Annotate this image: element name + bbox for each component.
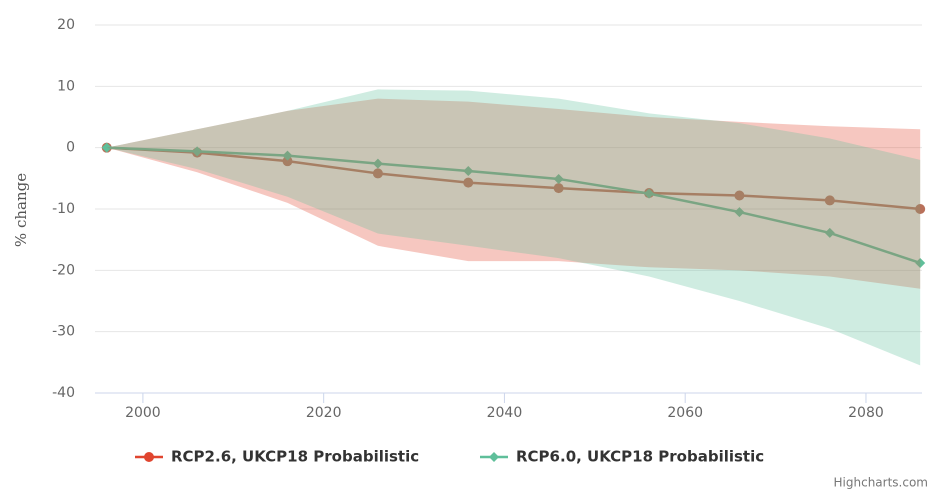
- point: [553, 183, 564, 194]
- point: [101, 142, 112, 153]
- y-tick-label: 20: [57, 17, 75, 33]
- point: [824, 227, 835, 238]
- x-tick-label: 2080: [848, 405, 884, 421]
- point: [282, 150, 293, 161]
- y-tick-label: -30: [52, 324, 75, 340]
- point: [915, 257, 926, 268]
- line: [106, 146, 921, 265]
- credit[interactable]: Highcharts.com: [834, 476, 928, 490]
- y-tick-label: -20: [52, 262, 75, 278]
- x-tick-label: 2060: [667, 405, 703, 421]
- line: [106, 146, 921, 211]
- point: [463, 165, 474, 176]
- point: [282, 156, 293, 167]
- point: [372, 168, 383, 179]
- y-tick-label: -40: [52, 385, 75, 401]
- y-tick-label: 0: [66, 140, 75, 156]
- point: [463, 177, 474, 188]
- point: [372, 158, 383, 169]
- y-tick-label: 10: [57, 78, 75, 94]
- point: [824, 195, 835, 206]
- legend-label[interactable]: RCP6.0, UKCP18 Probabilistic: [516, 448, 764, 466]
- point: [192, 146, 203, 157]
- legend-marker: [489, 452, 499, 462]
- point: [734, 190, 745, 201]
- y-tick-label: -10: [52, 201, 75, 217]
- point: [734, 207, 745, 218]
- x-tick-label: 2020: [306, 405, 342, 421]
- legend-label[interactable]: RCP2.6, UKCP18 Probabilistic: [171, 448, 419, 466]
- range-band: [106, 98, 921, 289]
- legend-marker: [144, 452, 154, 462]
- y-axis-label: % change: [12, 173, 30, 247]
- x-tick-label: 2040: [487, 405, 523, 421]
- range-band: [106, 89, 921, 366]
- point: [644, 188, 655, 199]
- point: [553, 173, 564, 184]
- x-tick-label: 2000: [125, 405, 161, 421]
- point: [915, 204, 926, 214]
